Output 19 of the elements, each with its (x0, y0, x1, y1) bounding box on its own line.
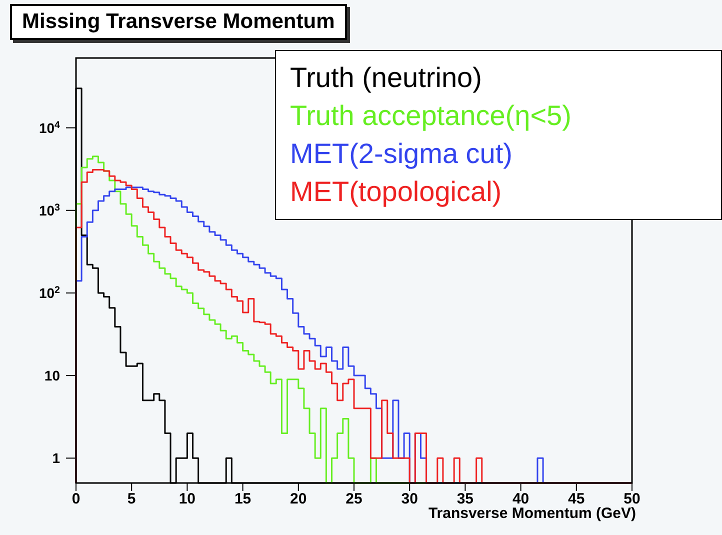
y-tick-label: 10$^{3}$ (38, 202, 61, 218)
x-axis-title: Transverse Momentum (GeV) (428, 505, 636, 522)
chart-title: Missing Transverse Momentum (10, 4, 347, 40)
legend-panel: Truth (neutrino) Truth acceptance(η<5) MET(2-sigma cut) MET(topological) (275, 50, 722, 220)
x-tick-label: 25 (346, 490, 362, 508)
y-tick-label: 10 (44, 368, 60, 384)
x-tick-label: 20 (290, 490, 307, 508)
x-tick-label: 15 (234, 490, 252, 508)
x-tick-label: 50 (624, 490, 640, 508)
x-tick-label: 45 (568, 490, 585, 508)
x-tick-label: 5 (127, 490, 136, 508)
x-tick-label: 30 (401, 490, 418, 508)
x-tick-label: 40 (512, 490, 530, 508)
y-tick-label: 1 (52, 450, 60, 466)
x-tick-label: 10 (178, 490, 196, 508)
y-tick-label: 10$^{2}$ (38, 284, 61, 301)
y-tick-label: 10$^{4}$ (38, 119, 61, 136)
x-tick-label: 35 (456, 490, 474, 508)
x-tick-label: 0 (72, 490, 80, 508)
